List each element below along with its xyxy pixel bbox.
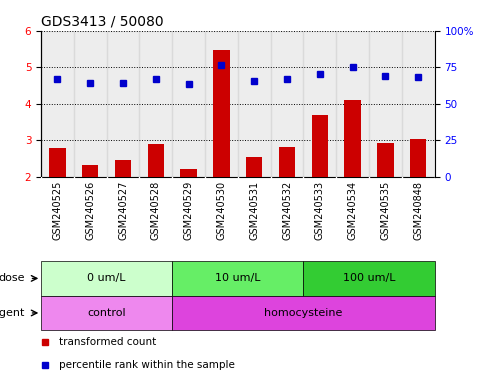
Text: 100 um/L: 100 um/L	[343, 273, 396, 283]
Text: GSM240531: GSM240531	[249, 181, 259, 240]
Bar	[49, 148, 66, 177]
Bar	[410, 139, 426, 177]
Bar	[41, 261, 172, 296]
Text: GSM240533: GSM240533	[315, 181, 325, 240]
Bar	[205, 31, 238, 177]
Text: GSM240532: GSM240532	[282, 181, 292, 240]
Bar	[107, 31, 140, 177]
Bar	[115, 160, 131, 177]
Text: agent: agent	[0, 308, 25, 318]
Bar	[303, 261, 435, 296]
Text: GSM240535: GSM240535	[381, 181, 390, 240]
Bar	[74, 31, 107, 177]
Bar	[402, 31, 435, 177]
Text: percentile rank within the sample: percentile rank within the sample	[59, 360, 235, 370]
Bar	[303, 31, 336, 177]
Bar	[148, 144, 164, 177]
Bar	[181, 169, 197, 177]
Bar	[172, 261, 303, 296]
Text: GSM240530: GSM240530	[216, 181, 227, 240]
Text: GSM240848: GSM240848	[413, 181, 423, 240]
Text: 10 um/L: 10 um/L	[215, 273, 261, 283]
Text: 0 um/L: 0 um/L	[87, 273, 126, 283]
Bar	[82, 165, 99, 177]
Bar	[213, 50, 230, 177]
Bar	[369, 31, 402, 177]
Text: GSM240527: GSM240527	[118, 181, 128, 240]
Text: GSM240529: GSM240529	[184, 181, 194, 240]
Bar	[344, 100, 361, 177]
Bar	[238, 31, 270, 177]
Text: GSM240526: GSM240526	[85, 181, 95, 240]
Text: homocysteine: homocysteine	[264, 308, 342, 318]
Text: control: control	[87, 308, 126, 318]
Bar	[41, 31, 74, 177]
Bar	[172, 31, 205, 177]
Text: dose: dose	[0, 273, 25, 283]
Bar	[172, 296, 435, 330]
Text: GDS3413 / 50080: GDS3413 / 50080	[41, 14, 164, 28]
Text: transformed count: transformed count	[59, 337, 156, 347]
Bar	[246, 157, 262, 177]
Bar	[312, 115, 328, 177]
Bar	[41, 296, 172, 330]
Bar	[270, 31, 303, 177]
Bar	[279, 147, 295, 177]
Text: GSM240528: GSM240528	[151, 181, 161, 240]
Bar	[377, 143, 394, 177]
Bar	[140, 31, 172, 177]
Text: GSM240525: GSM240525	[53, 181, 62, 240]
Text: GSM240534: GSM240534	[348, 181, 358, 240]
Bar	[336, 31, 369, 177]
